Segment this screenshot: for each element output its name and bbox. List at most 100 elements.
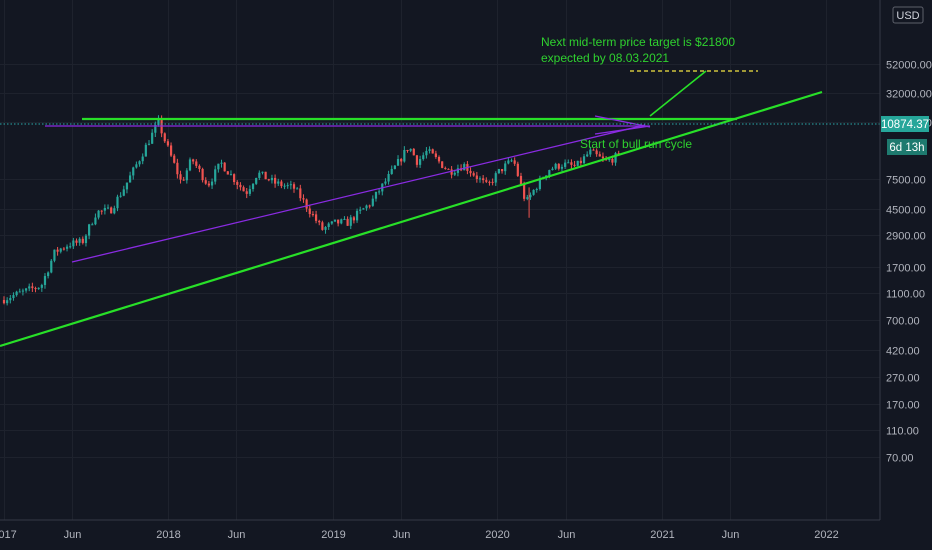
candle <box>166 138 170 147</box>
candle <box>564 159 567 169</box>
candle <box>349 214 352 230</box>
y-tick-label: 4500.00 <box>886 205 926 217</box>
candle <box>384 178 387 186</box>
candle <box>286 182 289 189</box>
candle <box>100 210 103 215</box>
x-tick-label: 2019 <box>321 529 345 541</box>
y-tick-label: 1100.00 <box>886 289 925 301</box>
candle <box>482 175 485 184</box>
candle <box>289 180 292 190</box>
candle <box>207 180 211 188</box>
candle <box>437 155 441 164</box>
candle <box>535 187 538 193</box>
candle <box>141 153 144 165</box>
y-tick-label: 7500.00 <box>886 175 926 187</box>
candle <box>321 220 324 231</box>
grid <box>0 0 880 520</box>
current-price-label: 10874.37 <box>881 119 929 131</box>
candle <box>31 282 34 292</box>
candle <box>37 287 40 290</box>
candle <box>400 157 403 166</box>
trend-lines <box>0 70 880 348</box>
candle <box>40 283 43 292</box>
x-tick-label: Jun <box>228 529 246 541</box>
candle <box>21 288 25 296</box>
price-axis: 52000.0032000.0019500.007500.004500.0029… <box>879 0 932 520</box>
candle <box>192 158 195 165</box>
candle <box>359 206 362 214</box>
candle <box>185 168 188 184</box>
x-tick-label: Jun <box>393 529 411 541</box>
candle <box>255 177 258 186</box>
candle <box>258 170 261 181</box>
candle <box>327 222 330 230</box>
candle <box>425 147 428 159</box>
candle <box>308 204 311 218</box>
candle <box>346 216 349 226</box>
candle <box>579 157 582 167</box>
candle <box>374 191 378 202</box>
candle <box>340 218 343 225</box>
y-tick-label: 70.00 <box>886 453 914 465</box>
candle <box>387 170 390 185</box>
candle <box>526 194 529 201</box>
candle <box>226 170 229 175</box>
y-tick-label: 1700.00 <box>886 263 926 275</box>
cycle-note: Start of bull run cycle <box>580 137 692 151</box>
candle <box>220 159 223 168</box>
candle <box>113 205 116 215</box>
candle <box>72 237 75 249</box>
candle <box>378 188 381 195</box>
candle <box>516 161 519 177</box>
candle <box>412 147 415 156</box>
countdown-badge: 6d 13h <box>887 139 927 155</box>
candle <box>236 180 239 190</box>
candle <box>296 186 299 190</box>
candle <box>337 219 340 227</box>
candle <box>330 221 333 225</box>
candle <box>406 149 409 153</box>
candle <box>242 185 245 192</box>
candle <box>106 204 110 210</box>
candle <box>494 171 497 186</box>
candle <box>94 213 97 226</box>
candle <box>444 166 447 170</box>
candle <box>441 161 444 169</box>
candle <box>144 142 147 157</box>
candle <box>551 166 554 171</box>
candle <box>188 157 192 172</box>
candle <box>365 204 368 211</box>
candle <box>472 171 475 177</box>
candle <box>267 178 270 182</box>
x-tick-label: 2021 <box>650 529 674 541</box>
candle <box>485 177 488 184</box>
candle <box>223 162 226 172</box>
candle <box>352 215 356 224</box>
candle <box>362 207 365 210</box>
candle <box>324 226 327 234</box>
candle <box>343 216 346 221</box>
currency-badge[interactable]: USD <box>892 6 924 24</box>
x-tick-label: 2017 <box>0 529 17 541</box>
candle <box>56 246 59 256</box>
candle <box>513 157 516 166</box>
candle <box>110 206 113 214</box>
x-tick-label: Jun <box>558 529 576 541</box>
candle <box>422 152 425 161</box>
candle <box>463 162 466 171</box>
candle <box>12 292 15 301</box>
candle <box>18 288 21 293</box>
candle <box>69 242 72 249</box>
currency-label: USD <box>896 10 919 22</box>
candle <box>333 219 337 223</box>
candle <box>507 157 510 165</box>
candle <box>47 271 50 279</box>
candle <box>510 158 513 163</box>
candle <box>81 236 84 245</box>
candle <box>24 287 28 293</box>
candle <box>103 204 106 215</box>
candle <box>147 140 151 146</box>
candle <box>592 148 595 151</box>
